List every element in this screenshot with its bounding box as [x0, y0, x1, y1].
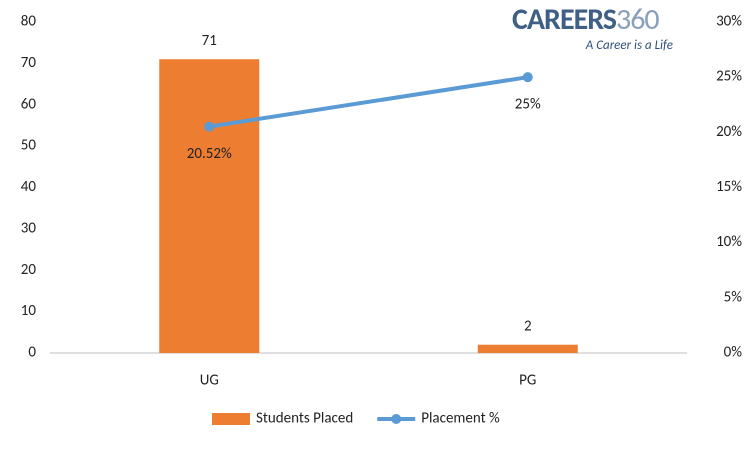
legend-label: Placement %: [421, 410, 500, 428]
line-marker: [204, 121, 215, 132]
y-tick-label: 80: [21, 13, 37, 31]
bar: [159, 59, 260, 354]
line-value-label: 20.52%: [187, 145, 232, 163]
y-tick-label: 30: [21, 219, 37, 237]
y-tick-label: 60: [21, 95, 37, 113]
legend-label: Students Placed: [256, 410, 353, 428]
bar-value-label: 2: [524, 317, 532, 335]
y2-tick-label: 5%: [724, 288, 743, 306]
line: [208, 75, 529, 129]
y2-tick-label: 30%: [716, 13, 742, 31]
y-tick-label: 10: [21, 302, 37, 320]
x-tick-label: UG: [200, 372, 219, 390]
bar-value-label: 71: [202, 32, 217, 50]
line-value-label: 25%: [515, 96, 541, 114]
legend-swatch: [391, 414, 402, 424]
x-tick-label: PG: [519, 372, 536, 390]
logo-main: CAREERS: [512, 1, 617, 38]
y-tick-label: 40: [21, 178, 37, 196]
y2-tick-label: 10%: [716, 233, 742, 251]
y2-tick-label: 20%: [716, 123, 742, 141]
line-marker: [522, 72, 533, 83]
logo-number: 360: [616, 1, 659, 38]
y-tick-label: 0: [28, 344, 36, 362]
legend-swatch: [212, 413, 250, 425]
y-tick-label: 70: [21, 54, 37, 72]
y-tick-label: 50: [21, 137, 37, 155]
y-tick-label: 20: [21, 261, 37, 279]
y2-tick-label: 25%: [716, 68, 742, 86]
tagline: A Career is a Life: [585, 38, 673, 53]
y2-tick-label: 0%: [724, 344, 743, 362]
bar: [477, 344, 578, 353]
y2-tick-label: 15%: [716, 178, 742, 196]
logo: CAREERS360: [512, 1, 659, 38]
